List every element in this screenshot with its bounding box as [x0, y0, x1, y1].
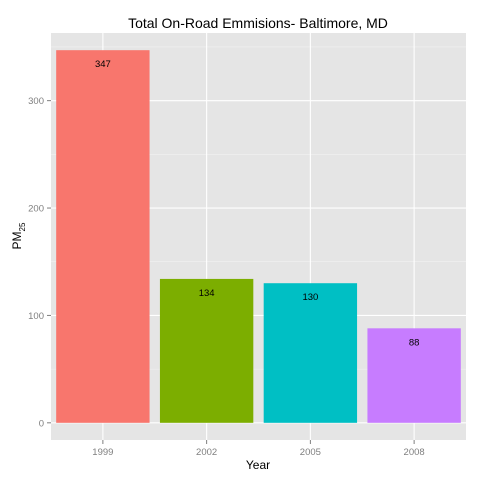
bar-2002 [159, 278, 254, 423]
y-axis-ticks: 0 100 200 300 [28, 96, 51, 429]
y-tick-label: 300 [28, 96, 44, 107]
x-axis-ticks: 1999 2002 2005 2008 [92, 440, 425, 458]
x-tick-label: 2008 [404, 447, 425, 458]
y-axis-title-main: PM [10, 231, 24, 249]
y-tick-label: 0 [39, 418, 44, 429]
bar-2008 [367, 328, 461, 423]
data-label-2005: 130 [302, 292, 318, 303]
x-tick-label: 2005 [300, 447, 321, 458]
bar-1999 [56, 50, 150, 423]
bar-2005 [263, 283, 358, 423]
x-axis-title: Year [246, 458, 270, 472]
y-tick-label: 100 [28, 311, 44, 322]
x-tick-label: 2002 [196, 447, 217, 458]
y-tick-label: 200 [28, 204, 44, 215]
y-axis-title-subscript: 25 [18, 222, 27, 231]
bars-group [56, 50, 461, 423]
data-label-2002: 134 [199, 288, 215, 299]
chart-title: Total On-Road Emmisions- Baltimore, MD [128, 15, 388, 31]
data-labels-group: 347 134 130 88 [95, 59, 419, 348]
y-axis-title: PM25 [10, 222, 27, 249]
data-label-2008: 88 [409, 337, 420, 348]
data-label-1999: 347 [95, 59, 111, 70]
x-tick-label: 1999 [92, 447, 113, 458]
